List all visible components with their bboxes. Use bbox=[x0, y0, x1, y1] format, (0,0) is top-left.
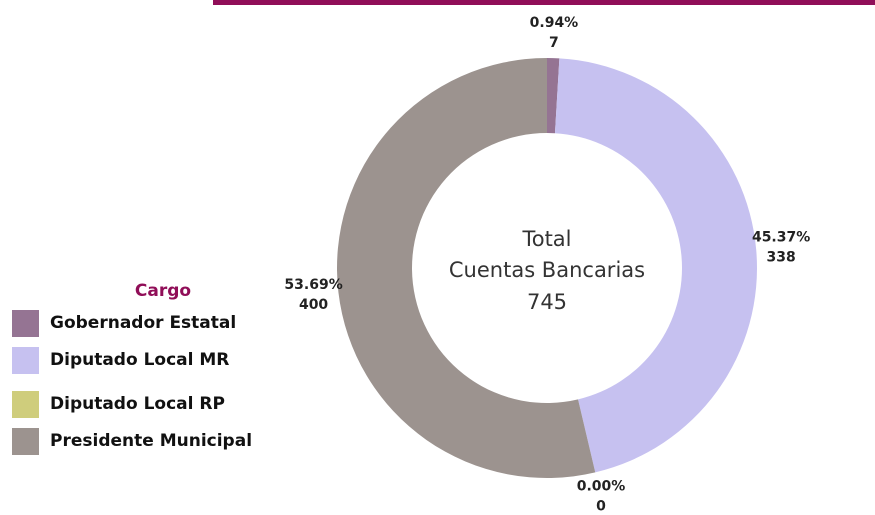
value-label: 7 bbox=[549, 35, 559, 51]
legend-label: Diputado Local RP bbox=[50, 394, 225, 414]
legend-swatch bbox=[12, 310, 39, 337]
slice bbox=[547, 58, 560, 134]
center-label: Total bbox=[521, 227, 571, 251]
legend-swatch bbox=[12, 347, 39, 374]
share-label: 0.94% bbox=[530, 15, 579, 31]
center-label: Cuentas Bancarias bbox=[449, 258, 645, 282]
legend-swatch bbox=[12, 428, 39, 455]
legend-label: Presidente Municipal bbox=[50, 431, 252, 451]
top-bar bbox=[213, 0, 875, 5]
share-label: 53.69% bbox=[284, 277, 342, 293]
legend-title: Cargo bbox=[135, 281, 191, 301]
legend-swatch bbox=[12, 391, 39, 418]
legend-label: Gobernador Estatal bbox=[50, 313, 236, 333]
share-label: 45.37% bbox=[752, 230, 810, 246]
value-label: 338 bbox=[767, 250, 796, 266]
value-label: 0 bbox=[596, 499, 606, 515]
value-label: 400 bbox=[299, 297, 328, 313]
slice bbox=[554, 58, 758, 473]
slice bbox=[337, 58, 596, 478]
center-total: 745 bbox=[527, 290, 567, 314]
share-label: 0.00% bbox=[577, 479, 626, 495]
legend-label: Diputado Local MR bbox=[50, 350, 229, 370]
